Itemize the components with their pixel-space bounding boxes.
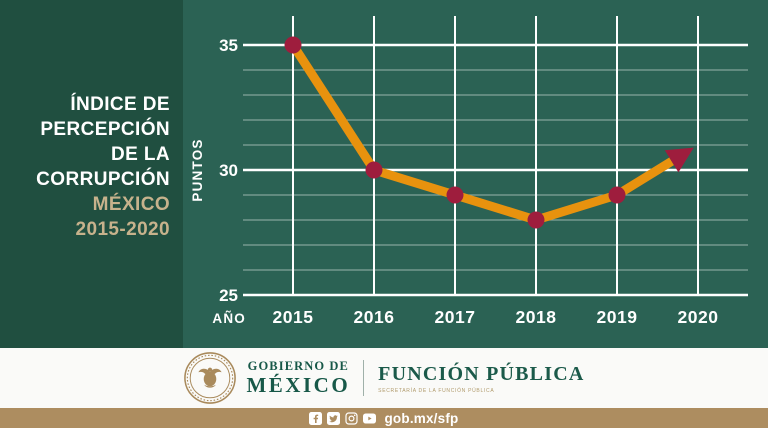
youtube-icon[interactable] <box>363 412 377 425</box>
funcion-publica-wordmark: FUNCIÓN PÚBLICA SECRETARÍA DE LA FUNCIÓN… <box>378 363 584 394</box>
title-accent-line: MÉXICO <box>92 194 170 215</box>
social-bar: gob.mx/sfp <box>0 408 768 428</box>
funcion-publica-title: FUNCIÓN PÚBLICA <box>378 362 585 385</box>
x-tick-label: 2020 <box>678 307 719 327</box>
data-point-2017 <box>446 186 464 204</box>
data-point-2015 <box>284 36 302 54</box>
data-point-2016 <box>365 161 383 179</box>
title-line: PERCEPCIÓN <box>40 119 170 140</box>
funcion-publica-subtitle: SECRETARÍA DE LA FUNCIÓN PÚBLICA <box>378 387 495 394</box>
trend-arrow <box>664 147 694 173</box>
gob-mx-url[interactable]: gob.mx/sfp <box>384 410 459 426</box>
gobierno-line2: MÉXICO <box>246 372 351 397</box>
title-line: DE LA <box>111 144 170 165</box>
twitter-icon[interactable] <box>327 411 341 425</box>
data-point-2018 <box>527 211 545 229</box>
sidebar: ÍNDICE DE PERCEPCIÓN DE LA CORRUPCIÓN MÉ… <box>0 0 183 348</box>
data-point-2019 <box>608 186 626 204</box>
y-axis-label: PUNTOS <box>190 138 205 201</box>
mexico-coat-of-arms-seal <box>184 352 237 404</box>
logo-divider <box>363 360 365 396</box>
x-tick-label: 2017 <box>435 307 476 327</box>
x-tick-label: 2019 <box>597 307 638 327</box>
footer: GOBIERNO DE MÉXICO FUNCIÓN PÚBLICA SECRE… <box>0 348 768 408</box>
title-accent-line: 2015-2020 <box>75 219 170 240</box>
facebook-icon[interactable] <box>309 411 323 425</box>
y-tick-label: 35 <box>219 36 238 55</box>
eagle-emblem <box>198 367 223 388</box>
social-icons <box>309 411 377 425</box>
page-title: ÍNDICE DE PERCEPCIÓN DE LA CORRUPCIÓN MÉ… <box>36 92 170 242</box>
gobierno-de-mexico-logo: GOBIERNO DE MÉXICO FUNCIÓN PÚBLICA SECRE… <box>183 351 584 405</box>
series-line <box>289 42 674 225</box>
title-line: ÍNDICE DE <box>70 94 170 115</box>
x-tick-label: 2018 <box>516 307 557 327</box>
y-tick-label: 30 <box>219 161 238 180</box>
x-tick-label: 2016 <box>354 307 395 327</box>
x-tick-label: 2015 <box>273 307 314 327</box>
x-axis-label: AÑO <box>212 311 246 326</box>
gobierno-line1: GOBIERNO DE <box>247 359 349 374</box>
instagram-icon[interactable] <box>345 411 359 425</box>
line-chart: 35 30 25 2015 2016 2017 2018 2019 2020 AÑO PUNTOS <box>190 16 748 327</box>
y-tick-label: 25 <box>219 286 238 305</box>
title-line: CORRUPCIÓN <box>36 169 170 190</box>
gobierno-de-mexico-wordmark: GOBIERNO DE MÉXICO <box>246 359 351 397</box>
